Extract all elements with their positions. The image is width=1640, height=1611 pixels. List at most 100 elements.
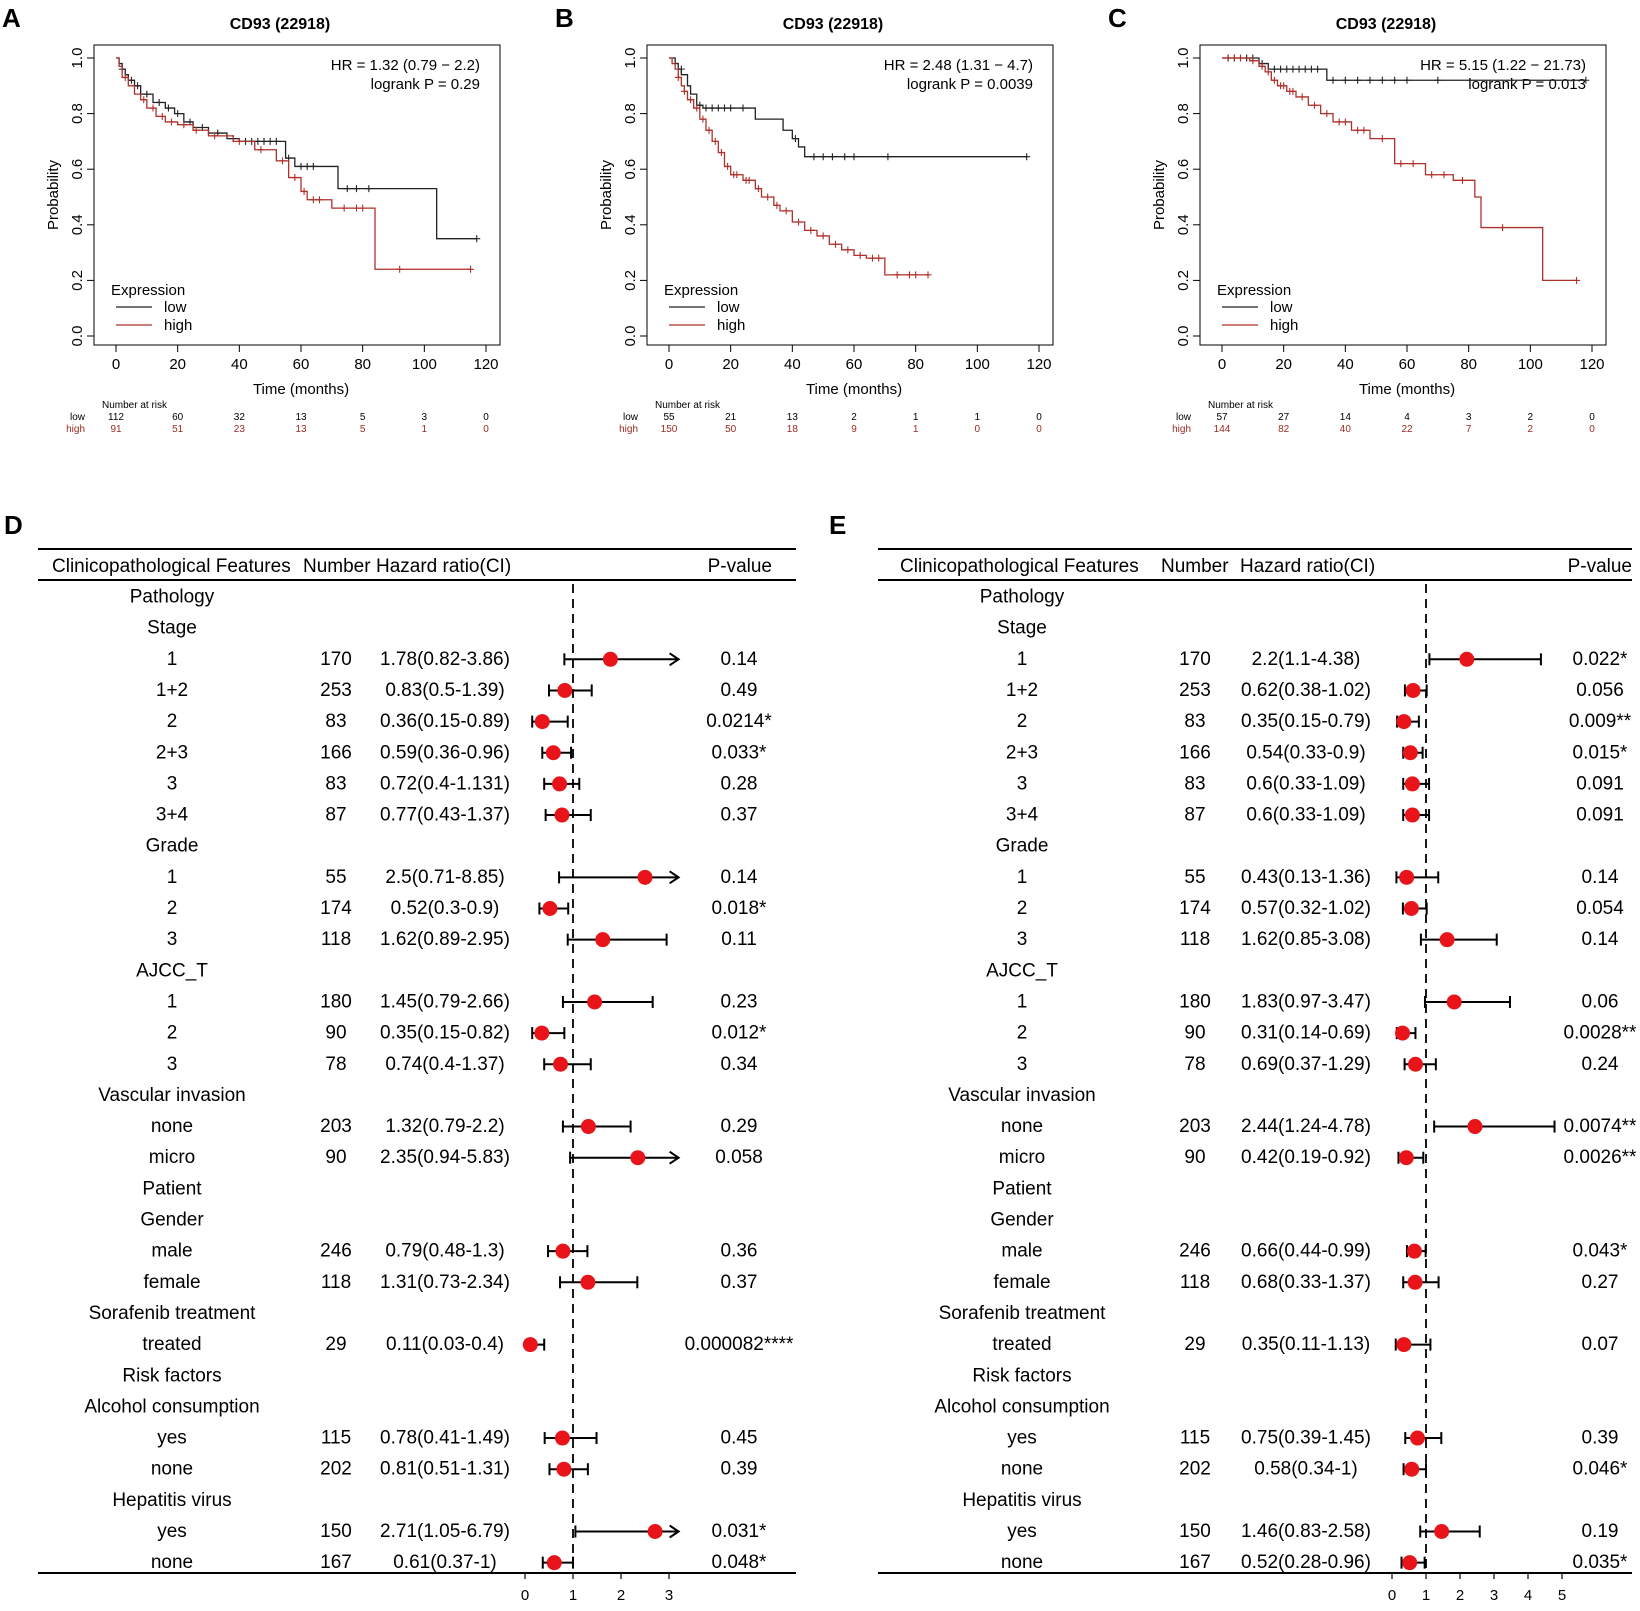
hazard-point [557, 682, 573, 698]
risk-count: 7 [1466, 424, 1472, 435]
row-label: 2 [167, 1023, 178, 1044]
censor-mark-low [850, 153, 858, 161]
row-p-value: 0.24 [1582, 1054, 1619, 1075]
censor-mark-low [1295, 65, 1303, 73]
row-p-value: 0.018* [712, 898, 768, 919]
row-label: female [143, 1272, 200, 1293]
risk-row-label-low: low [1176, 412, 1192, 423]
row-p-value: 0.37 [721, 805, 758, 826]
row-p-value: 0.14 [1582, 929, 1619, 950]
x-tick-label: 120 [1579, 356, 1604, 373]
row-number: 180 [1179, 991, 1211, 1012]
censor-mark-low [727, 104, 735, 112]
censor-mark-high [1323, 110, 1331, 118]
risk-count: 2 [1528, 412, 1534, 423]
risk-count: 13 [295, 424, 307, 435]
group-label: Gender [140, 1210, 204, 1231]
row-hazard-ratio: 1.62(0.89-2.95) [380, 929, 510, 950]
ci-arrow-high [669, 1150, 681, 1165]
row-p-value: 0.033* [712, 742, 768, 763]
row-number: 29 [325, 1334, 346, 1355]
censor-mark-high [1311, 101, 1318, 109]
censor-mark-low [174, 110, 182, 118]
risk-table-label: Number at risk [1208, 400, 1274, 411]
censor-mark-high [693, 104, 701, 112]
censor-mark-low [1403, 76, 1411, 84]
censor-mark-low [1366, 76, 1374, 84]
censor-mark-low [721, 104, 728, 112]
x-tick-label: 80 [354, 356, 371, 373]
x-tick-label: 40 [231, 356, 248, 373]
hazard-point [545, 745, 561, 761]
row-p-value: 0.39 [721, 1459, 758, 1480]
row-hazard-ratio: 2.44(1.24-4.78) [1241, 1116, 1371, 1137]
row-number: 166 [1179, 742, 1211, 763]
row-label: 3 [1017, 773, 1028, 794]
hazard-point [552, 776, 568, 792]
chart-title: CD93 (22918) [1336, 16, 1437, 33]
risk-count: 1 [422, 424, 428, 435]
censor-mark-high [211, 132, 219, 140]
row-hazard-ratio: 0.62(0.38-1.02) [1241, 680, 1371, 701]
risk-count: 57 [1216, 412, 1228, 423]
group-label: Hepatitis virus [112, 1490, 231, 1511]
risk-count: 0 [1036, 424, 1042, 435]
row-label: male [151, 1241, 192, 1262]
risk-table-label: Number at risk [655, 400, 721, 411]
risk-count: 0 [483, 412, 489, 423]
risk-count: 82 [1278, 424, 1290, 435]
group-label: Hepatitis virus [962, 1490, 1081, 1511]
censor-mark-low [303, 162, 311, 170]
censor-mark-high [680, 87, 688, 95]
censor-mark-low [1378, 76, 1386, 84]
row-number: 150 [1179, 1521, 1211, 1542]
censor-mark-high [1459, 176, 1466, 184]
censor-mark-low [272, 137, 280, 145]
censor-mark-low [791, 135, 799, 143]
hazard-point [555, 1243, 571, 1259]
hazard-point [1405, 682, 1421, 698]
censor-mark-low [143, 90, 151, 98]
censor-mark-low [1307, 65, 1315, 73]
censor-mark-high [291, 174, 299, 182]
censor-mark-low [810, 153, 818, 161]
group-label: Vascular invasion [98, 1085, 246, 1106]
group-label: Alcohol consumption [934, 1396, 1109, 1417]
row-label: 1 [1017, 991, 1028, 1012]
risk-count: 50 [725, 424, 737, 435]
risk-count: 4 [1404, 412, 1410, 423]
row-label: 3 [1017, 1054, 1028, 1075]
censor-mark-high [1289, 87, 1297, 95]
row-hazard-ratio: 0.66(0.44-0.99) [1241, 1241, 1371, 1262]
row-hazard-ratio: 1.46(0.83-2.58) [1241, 1521, 1371, 1542]
group-label: AJCC_T [136, 960, 208, 981]
y-tick-label: 0.2 [69, 270, 86, 291]
row-p-value: 0.043* [1573, 1241, 1629, 1262]
row-number: 118 [1180, 1272, 1210, 1293]
x-tick-label: 0 [1218, 356, 1226, 373]
censor-mark-high [819, 232, 827, 240]
censor-mark-high [168, 118, 175, 126]
survival-curve-low [1222, 57, 1586, 81]
hazard-point [1402, 1555, 1418, 1571]
legend-title: Expression [664, 282, 738, 299]
censor-mark-high [1298, 93, 1306, 101]
hazard-point [1406, 1243, 1422, 1259]
row-hazard-ratio: 0.35(0.15-0.79) [1241, 711, 1371, 732]
row-p-value: 0.056 [1576, 680, 1624, 701]
row-p-value: 0.14 [721, 649, 758, 670]
row-p-value: 0.009** [1569, 711, 1632, 732]
forest-axis-tick-label: 0 [1388, 1587, 1396, 1604]
censor-mark-high [1378, 135, 1386, 143]
row-p-value: 0.091 [1576, 773, 1624, 794]
censor-mark-high [674, 73, 682, 81]
row-p-value: 0.14 [721, 867, 758, 888]
y-tick-label: 0.0 [622, 326, 639, 347]
row-number: 167 [1179, 1552, 1211, 1573]
row-number: 78 [325, 1054, 346, 1075]
row-hazard-ratio: 1.32(0.79-2.2) [385, 1116, 504, 1137]
hazard-point [1396, 714, 1412, 730]
row-number: 170 [320, 649, 352, 670]
row-label: 2 [1017, 711, 1028, 732]
panel-letter: A [2, 3, 21, 33]
